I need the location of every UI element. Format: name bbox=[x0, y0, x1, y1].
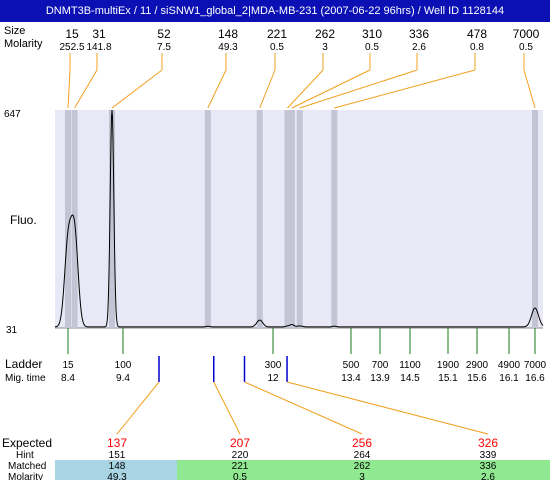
expected-value: 326 bbox=[478, 436, 498, 450]
window-title: DNMT3B-multiEx / 11 / siSNW1_global_2|MD… bbox=[0, 0, 550, 22]
results-molarity-label: Molarity bbox=[8, 472, 43, 480]
ladder-time-label: 13.4 bbox=[341, 373, 361, 384]
peak-molarity-label: 0.5 bbox=[519, 42, 533, 53]
expected-value: 256 bbox=[352, 436, 372, 450]
ladder-time-label: 16.1 bbox=[499, 373, 519, 384]
peak-size-label: 478 bbox=[467, 27, 487, 41]
peak-size-label: 310 bbox=[362, 27, 382, 41]
y-axis-top-label: 647 bbox=[4, 109, 21, 120]
matched-value: 336 bbox=[480, 461, 497, 472]
ladder-size-label: 7000 bbox=[524, 360, 547, 371]
fluorescence-trace bbox=[54, 109, 544, 328]
ladder-size-label: 300 bbox=[265, 360, 282, 371]
peak-molarity-label: 252.5 bbox=[59, 42, 84, 53]
peak-molarity-label: 0.5 bbox=[270, 42, 284, 53]
peak-band bbox=[288, 110, 295, 328]
ladder-time-label: 14.5 bbox=[400, 373, 420, 384]
ladder-size-label: 15 bbox=[62, 360, 74, 371]
peak-molarity-label: 3 bbox=[322, 42, 328, 53]
expected-value: 137 bbox=[107, 436, 127, 450]
peak-molarity-label: 141.8 bbox=[86, 42, 111, 53]
hint-value: 339 bbox=[480, 450, 497, 461]
hint-value: 264 bbox=[354, 450, 371, 461]
y-axis-title: Fluo. bbox=[10, 213, 37, 227]
peak-connector-line bbox=[334, 69, 476, 109]
ladder-time-label: 16.6 bbox=[525, 373, 545, 384]
molarity-value: 3 bbox=[359, 472, 365, 480]
peak-size-label: 221 bbox=[267, 27, 287, 41]
ladder-time-label: 13.9 bbox=[370, 373, 390, 384]
peak-band bbox=[532, 110, 538, 328]
result-leader-line bbox=[213, 381, 241, 435]
matched-value: 148 bbox=[109, 461, 126, 472]
matched-label: Matched bbox=[8, 461, 46, 472]
molarity-value: 0.5 bbox=[233, 472, 247, 480]
molarity-row-blue bbox=[55, 471, 177, 480]
ladder-size-label: 500 bbox=[343, 360, 360, 371]
peak-connector-line bbox=[287, 69, 324, 109]
peak-molarity-label: 2.6 bbox=[412, 42, 426, 53]
molarity-value: 2.6 bbox=[481, 472, 495, 480]
ladder-size-label: 700 bbox=[372, 360, 389, 371]
peak-connector-line bbox=[74, 69, 98, 109]
ladder-time-label: 9.4 bbox=[116, 373, 130, 384]
ladder-size-label: 100 bbox=[115, 360, 132, 371]
peak-size-label: 262 bbox=[315, 27, 335, 41]
peak-size-label: 15 bbox=[65, 27, 79, 41]
ladder-size-label: 4900 bbox=[498, 360, 521, 371]
y-axis-bottom-label: 31 bbox=[6, 325, 18, 336]
ladder-time-label: 12 bbox=[267, 373, 279, 384]
hint-label: Hint bbox=[16, 450, 34, 461]
peak-connector-line bbox=[523, 69, 536, 109]
peak-band bbox=[331, 110, 338, 328]
peak-band bbox=[256, 110, 263, 328]
matched-row-blue bbox=[55, 460, 177, 471]
expected-value: 207 bbox=[230, 436, 250, 450]
peak-connector-line bbox=[291, 69, 371, 109]
matched-value: 221 bbox=[232, 461, 249, 472]
result-leader-line bbox=[286, 381, 489, 435]
peak-size-label: 148 bbox=[218, 27, 238, 41]
peak-molarity-label: 0.8 bbox=[470, 42, 484, 53]
peak-band bbox=[284, 110, 291, 328]
result-leader-line bbox=[244, 381, 363, 435]
hint-value: 151 bbox=[109, 450, 126, 461]
matched-row-green bbox=[177, 460, 550, 471]
top-table-size-label: Size bbox=[4, 25, 25, 37]
ladder-size-label: 2900 bbox=[466, 360, 489, 371]
peak-size-label: 336 bbox=[409, 27, 429, 41]
peak-connector-line bbox=[259, 69, 276, 109]
matched-value: 262 bbox=[354, 461, 371, 472]
ladder-time-label: 15.1 bbox=[438, 373, 458, 384]
peak-molarity-label: 49.3 bbox=[218, 42, 238, 53]
peak-band bbox=[109, 110, 115, 328]
ladder-size-label: 1100 bbox=[399, 360, 421, 371]
peak-molarity-label: 0.5 bbox=[365, 42, 379, 53]
top-table-molarity-label: Molarity bbox=[4, 38, 43, 50]
peak-band bbox=[204, 110, 211, 328]
peak-connector-line bbox=[67, 69, 71, 109]
hint-value: 220 bbox=[232, 450, 249, 461]
molarity-row-green bbox=[177, 471, 550, 480]
ladder-time-label: 8.4 bbox=[61, 373, 75, 384]
chart-marks: 15252.531141.8527.514849.32210.526233100… bbox=[54, 27, 547, 480]
peak-band bbox=[65, 110, 71, 328]
ladder-time-label: 15.6 bbox=[467, 373, 487, 384]
mig-time-label: Mig. time bbox=[5, 373, 46, 384]
peak-size-label: 52 bbox=[157, 27, 171, 41]
ladder-label: Ladder bbox=[5, 357, 42, 371]
molarity-value: 49.3 bbox=[107, 472, 127, 480]
peak-connector-line bbox=[111, 69, 163, 109]
peak-size-label: 7000 bbox=[513, 27, 540, 41]
peak-connector-line bbox=[207, 69, 227, 109]
ladder-size-label: 1900 bbox=[437, 360, 460, 371]
peak-band bbox=[296, 110, 303, 328]
result-leader-line bbox=[116, 381, 160, 435]
peak-size-label: 31 bbox=[92, 27, 106, 41]
peak-connector-line bbox=[299, 69, 418, 109]
expected-label: Expected bbox=[2, 436, 52, 450]
peak-molarity-label: 7.5 bbox=[157, 42, 171, 53]
